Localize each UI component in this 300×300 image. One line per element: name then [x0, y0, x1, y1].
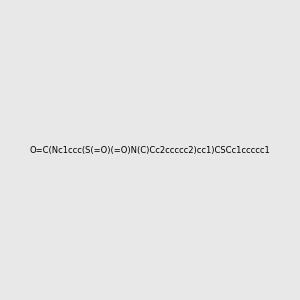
Text: O=C(Nc1ccc(S(=O)(=O)N(C)Cc2ccccc2)cc1)CSCc1ccccc1: O=C(Nc1ccc(S(=O)(=O)N(C)Cc2ccccc2)cc1)CS…: [30, 146, 270, 154]
